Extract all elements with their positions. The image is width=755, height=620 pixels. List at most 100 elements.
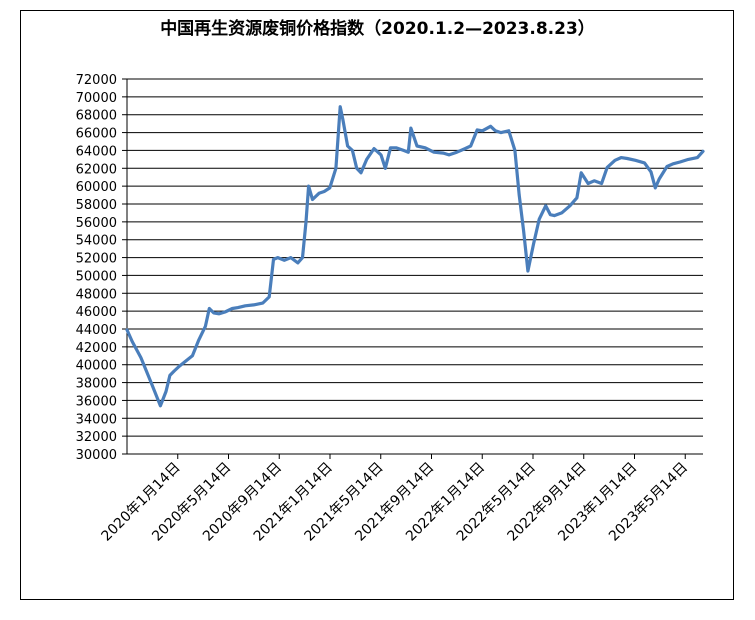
data-point: [304, 220, 308, 224]
data-point: [272, 258, 275, 261]
y-tick-label: 56000: [76, 216, 117, 231]
x-axis: 2020年1月14日2020年5月14日2020年9月14日2021年1月14日…: [98, 453, 703, 545]
data-point: [481, 129, 484, 132]
data-point: [537, 217, 541, 221]
data-point: [351, 149, 354, 152]
data-point: [658, 177, 661, 181]
data-point: [231, 307, 234, 310]
data-point: [560, 211, 563, 215]
data-point: [183, 360, 186, 364]
data-point: [317, 192, 321, 195]
data-point: [223, 310, 227, 314]
data-point: [339, 105, 342, 108]
data-point: [334, 167, 338, 170]
data-point: [568, 204, 572, 207]
data-point: [696, 156, 699, 159]
data-point: [341, 117, 345, 121]
y-tick-label: 54000: [76, 234, 117, 249]
y-tick-label: 30000: [76, 448, 117, 463]
y-tick-label: 32000: [76, 430, 117, 445]
data-point: [355, 167, 358, 170]
data-point: [513, 149, 517, 152]
y-tick-label: 64000: [76, 144, 117, 159]
y-axis: 30000 32000 34000 36000 38000 40000 42000 44000…: [76, 73, 128, 463]
data-point: [208, 307, 211, 310]
data-point: [489, 125, 492, 128]
data-point: [212, 311, 215, 315]
data-point: [442, 151, 445, 155]
data-point: [606, 166, 609, 169]
data-point: [394, 146, 398, 149]
data-point: [328, 186, 332, 190]
data-point: [518, 193, 521, 197]
data-point: [701, 150, 705, 153]
chart-title: 中国再生资源废铜价格指数（2020.1.2—2023.8.23）: [160, 19, 595, 39]
data-point: [553, 214, 556, 217]
data-point: [654, 186, 657, 190]
y-tick-label: 48000: [76, 287, 117, 302]
data-point: [283, 259, 286, 262]
data-point: [191, 354, 194, 357]
data-point: [687, 158, 690, 161]
data-point: [173, 369, 176, 373]
data-point: [678, 160, 682, 164]
y-tick-label: 62000: [76, 162, 117, 177]
data-point: [323, 190, 326, 193]
data-point: [372, 147, 376, 150]
data-point: [149, 379, 152, 382]
data-point: [409, 126, 413, 130]
data-point: [447, 153, 451, 157]
data-point: [671, 162, 675, 166]
y-tick-label: 50000: [76, 269, 117, 284]
data-point: [415, 144, 419, 148]
data-point: [346, 144, 349, 148]
data-point: [432, 151, 436, 154]
y-tick-label: 66000: [76, 127, 117, 142]
data-point: [499, 131, 503, 134]
data-point: [384, 167, 387, 170]
data-point: [613, 159, 617, 162]
data-point: [475, 128, 479, 132]
data-point: [159, 404, 162, 407]
data-point: [507, 129, 511, 132]
y-tick-label: 40000: [76, 359, 117, 374]
data-point: [289, 256, 293, 259]
y-tick-label: 72000: [76, 73, 117, 88]
y-tick-label: 60000: [76, 180, 117, 195]
data-point: [526, 269, 530, 273]
data-point: [125, 328, 129, 332]
data-point: [389, 146, 392, 149]
data-point: [532, 242, 535, 246]
data-point: [619, 156, 623, 159]
data-point: [252, 303, 255, 307]
series-line: [125, 105, 705, 408]
data-point: [544, 204, 547, 207]
data-point: [522, 229, 525, 232]
data-point: [469, 144, 472, 148]
chart-frame: [20, 10, 734, 600]
data-point: [463, 147, 467, 150]
data-point: [139, 356, 143, 359]
data-point: [244, 304, 247, 307]
data-point: [407, 151, 410, 154]
data-point: [197, 339, 200, 342]
data-point: [549, 213, 552, 216]
y-tick-label: 52000: [76, 252, 117, 267]
data-point: [365, 158, 368, 161]
data-point: [600, 182, 603, 185]
data-point: [580, 171, 583, 174]
data-point: [586, 182, 590, 185]
data-point: [204, 325, 207, 328]
y-tick-label: 34000: [76, 412, 117, 427]
data-point: [634, 159, 637, 162]
data-point: [423, 146, 427, 149]
y-tick-label: 42000: [76, 341, 117, 356]
y-tick-label: 70000: [76, 91, 117, 106]
y-tick-label: 44000: [76, 323, 117, 338]
data-point: [168, 374, 172, 377]
data-point: [665, 165, 669, 168]
y-tick-label: 58000: [76, 198, 117, 213]
data-point: [177, 365, 181, 368]
data-point: [643, 161, 646, 165]
y-tick-label: 36000: [76, 394, 117, 409]
